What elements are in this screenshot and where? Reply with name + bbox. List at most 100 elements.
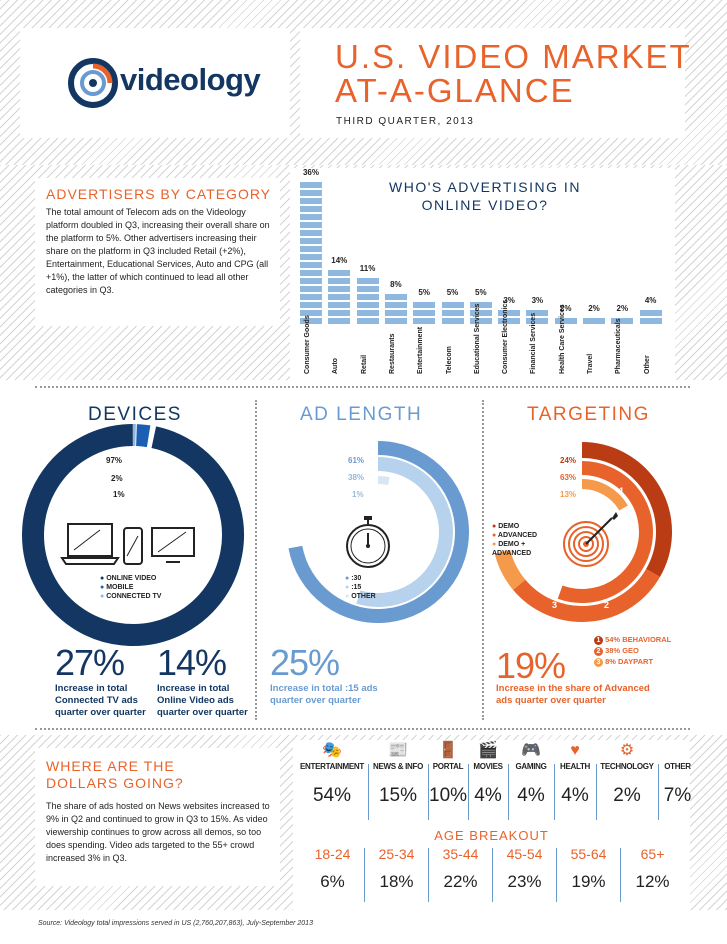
bar-segment	[300, 270, 322, 276]
devices-donut-chart	[22, 424, 244, 646]
category-divider	[468, 764, 469, 820]
targeting-inner-advanced	[557, 461, 653, 603]
bar-segment	[526, 310, 549, 316]
dollars-panel: WHERE ARE THE DOLLARS GOING? The share o…	[35, 748, 280, 886]
devices-stat1-value: 27%	[55, 642, 125, 683]
bar-segment	[300, 222, 322, 228]
divider-col1	[255, 400, 257, 720]
adlength-pct-other: 1%	[352, 490, 364, 499]
divider-bottom	[35, 728, 690, 730]
bar-value-label: 5%	[446, 288, 459, 297]
bar-value-label: 11%	[359, 264, 376, 273]
category-divider	[368, 764, 369, 820]
bar-segment	[300, 278, 322, 284]
bar-value-label: 14%	[331, 256, 348, 265]
dollars-table-panel: 🎭 ENTERTAINMENT 54% 📰 NEWS & INFO 15% 🚪 PORTAL 1…	[293, 740, 691, 910]
category-divider	[508, 764, 509, 820]
chart-title: WHO'S ADVERTISING IN ONLINE VIDEO?	[389, 179, 581, 213]
age-divider	[364, 848, 365, 902]
category-label: MOVIES	[473, 762, 503, 771]
page-subtitle: THIRD QUARTER, 2013	[336, 116, 475, 127]
bar-segment	[384, 302, 407, 308]
bar-segment	[300, 238, 322, 244]
dollars-body: The share of ads hosted on News websites…	[46, 801, 270, 863]
targeting-arc-label-1: 1	[619, 486, 625, 496]
bar	[554, 316, 577, 324]
category-label: PORTAL	[432, 762, 464, 771]
bar-segment	[441, 302, 464, 308]
category-value: 54%	[312, 785, 352, 806]
category-cell: ♥ HEALTH 4%	[555, 740, 595, 807]
bar-segment	[300, 190, 322, 196]
targeting-arc-label-3: 3	[552, 600, 558, 610]
adlength-legend: ● :30 ● :15 ● OTHER	[345, 574, 376, 601]
age-label: 25-34	[378, 846, 415, 862]
targeting-breakdown-geo: 2 38% GEO	[594, 645, 671, 656]
bar	[498, 308, 521, 324]
bar	[469, 300, 492, 324]
category-cell: OTHER 7%	[659, 740, 696, 807]
bar-segment	[469, 302, 492, 308]
bar-category-label: Consumer Electronics	[502, 299, 510, 374]
bar-category-label: Educational Services	[473, 303, 481, 374]
bar-segment	[300, 318, 322, 324]
bar-category-label: Consumer Goods	[304, 315, 311, 374]
targeting-stat-text: Increase in the share of Advanced ads qu…	[496, 683, 650, 706]
bar-category-label: Pharmaceuticals	[615, 318, 623, 374]
bar-segment	[356, 318, 379, 324]
bar-category-label: Health Care Services	[558, 304, 566, 374]
bar-segment	[328, 294, 351, 300]
bar-segment	[583, 318, 605, 324]
bar	[526, 308, 549, 324]
bar-category-label: Auto	[332, 358, 340, 374]
age-value: 12%	[635, 872, 670, 891]
bar-segment	[413, 302, 436, 308]
age-cell: 18-24 6%	[301, 846, 364, 892]
adlength-donut-chart	[288, 441, 469, 623]
heart-icon: ♥	[570, 742, 580, 759]
age-label: 55-64	[570, 846, 607, 862]
age-value: 19%	[571, 872, 606, 891]
bar-segment	[384, 294, 407, 300]
bar-segment	[300, 246, 322, 252]
dollars-heading-line1: WHERE ARE THE	[46, 758, 175, 774]
bar-segment	[328, 302, 351, 308]
bar-segment	[356, 302, 379, 308]
bar-segment	[300, 302, 322, 308]
category-cell: 🎬 MOVIES 4%	[469, 740, 507, 807]
category-value: 15%	[378, 785, 418, 806]
donut-slice-other	[377, 476, 390, 486]
door-icon: 🚪	[438, 742, 458, 759]
bar	[300, 180, 322, 324]
age-cell: 55-64 19%	[557, 846, 620, 892]
logo-text: videology	[120, 62, 261, 97]
devices-stat1-text: Increase in total Connected TV ads quart…	[55, 683, 146, 718]
category-value: 4%	[517, 785, 545, 806]
category-cell: 📰 NEWS & INFO 15%	[369, 740, 427, 807]
category-value: 2%	[613, 785, 641, 806]
bar-segment	[413, 310, 436, 316]
bar-segment	[639, 318, 662, 324]
bar-segment	[300, 254, 322, 260]
advertisers-heading: ADVERTISERS BY CATEGORY	[46, 186, 272, 202]
adlength-legend-other: ● OTHER	[345, 593, 376, 600]
bar-segment	[526, 318, 549, 324]
divider-col2	[482, 400, 484, 720]
adlength-legend-30: ● :30	[345, 575, 362, 582]
bar-segment	[328, 286, 351, 292]
donut-slice-15s	[356, 457, 453, 607]
stopwatch-icon	[346, 516, 390, 568]
bar-value-label: 5%	[475, 288, 487, 297]
category-value: 4%	[474, 785, 502, 806]
bar-category-label: Financial Services	[530, 312, 538, 374]
age-heading: AGE BREAKOUT	[434, 828, 549, 843]
category-label: OTHER	[664, 762, 691, 771]
age-label: 65+	[640, 846, 665, 862]
bar-value-label: 4%	[644, 296, 657, 305]
targeting-inner-both	[581, 479, 628, 511]
source-footnote: Source: Videology total impressions serv…	[38, 920, 313, 927]
category-value: 10%	[429, 785, 468, 806]
bar-value-label: 3%	[503, 296, 515, 305]
devices-legend-mobile: ● MOBILE	[100, 584, 134, 591]
divider-top	[35, 386, 690, 388]
